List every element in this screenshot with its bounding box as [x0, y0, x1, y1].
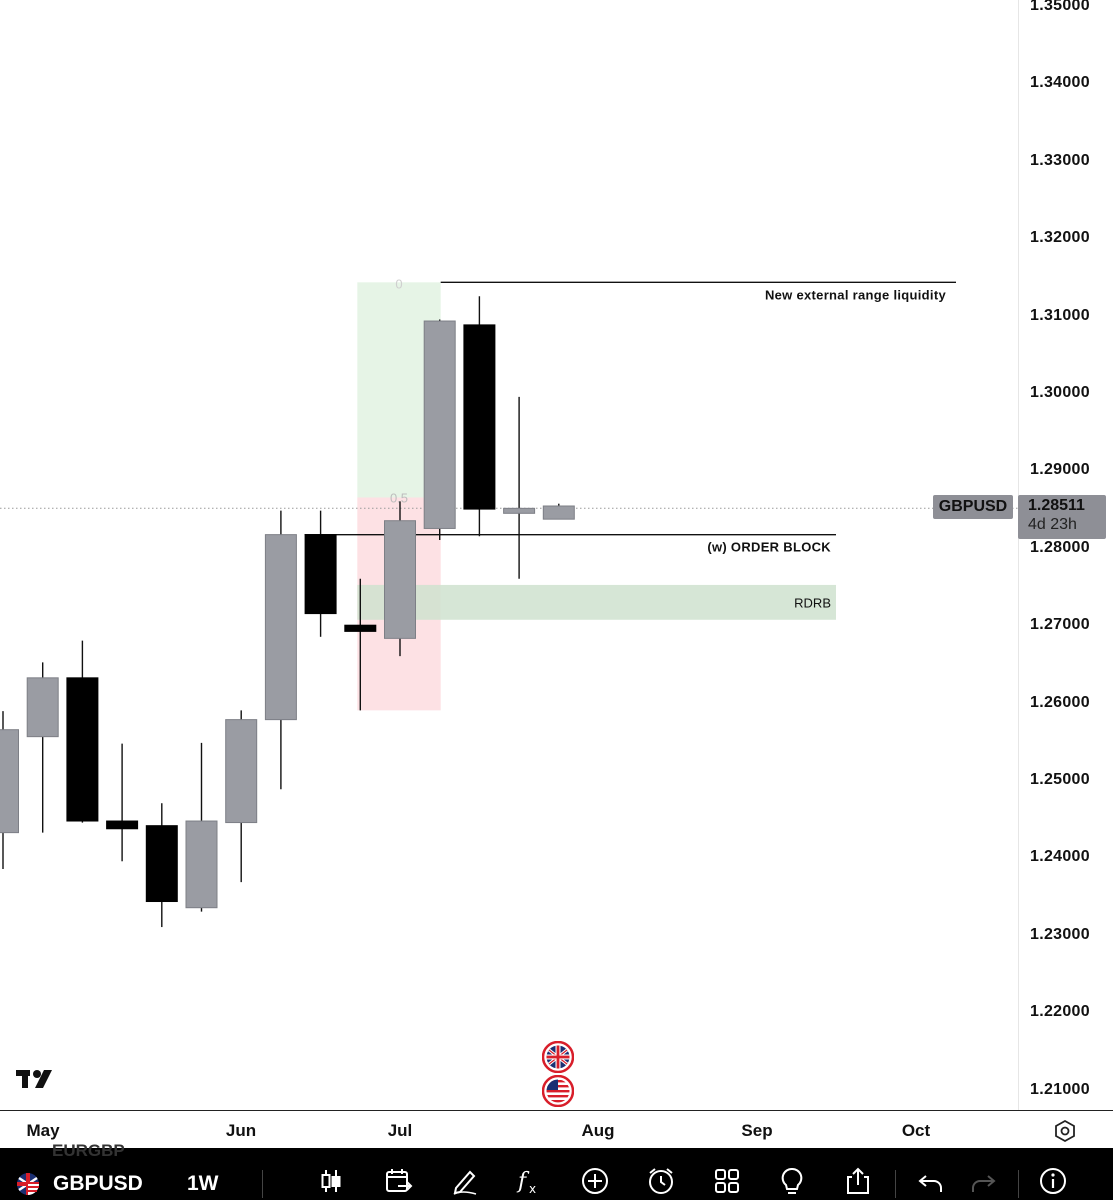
order-block-label: (w) ORDER BLOCK: [707, 540, 831, 555]
bar-countdown: 4d 23h: [1028, 516, 1077, 533]
liquidity-label: New external range liquidity: [765, 287, 947, 302]
redo-icon[interactable]: [968, 1166, 998, 1196]
month-label: Oct: [901, 1121, 931, 1140]
svg-text:f: f: [516, 1169, 530, 1194]
current-price-axis-tag: 1.28511 4d 23h: [1018, 495, 1106, 539]
ideas-bulb-icon[interactable]: [777, 1166, 807, 1196]
price-tick-label: 1.23000: [1030, 925, 1090, 943]
bear-candle: [344, 624, 377, 632]
price-tick-label: 1.32000: [1030, 229, 1090, 247]
price-tick-label: 1.28000: [1030, 538, 1090, 556]
price-tick-label: 1.24000: [1030, 848, 1090, 866]
interval-selector[interactable]: 1W: [187, 1172, 219, 1195]
chart-canvas[interactable]: 0 0.5 RDRB (w) ORDER BLOCK New external rang…: [0, 0, 1018, 1110]
rdrb-label: RDRB: [794, 595, 831, 610]
price-tick-label: 1.33000: [1030, 151, 1090, 169]
add-plus-icon[interactable]: [580, 1166, 610, 1196]
fib-level-label: 0: [395, 276, 402, 291]
bear-candle: [66, 677, 99, 822]
time-axis[interactable]: May Jun Jul Aug Sep Oct: [0, 1110, 1113, 1149]
indicators-fx-icon[interactable]: f x: [514, 1166, 544, 1196]
draw-pen-icon[interactable]: [450, 1166, 480, 1196]
toolbar-separator: [1018, 1170, 1019, 1198]
layout-grid-icon[interactable]: [712, 1166, 742, 1196]
previous-symbol-ghost: EURGBP: [52, 1141, 125, 1160]
bull-candle: [0, 729, 19, 834]
bear-candle: [463, 324, 496, 510]
price-tick-label: 1.22000: [1030, 1003, 1090, 1021]
price-tick-label: 1.25000: [1030, 771, 1090, 788]
price-tick-label: 1.31000: [1030, 306, 1090, 324]
axis-settings-icon[interactable]: [1052, 1118, 1078, 1144]
bear-candle: [145, 825, 178, 903]
share-icon[interactable]: [843, 1166, 873, 1196]
svg-text:x: x: [529, 1182, 536, 1196]
price-tick-label: 1.21000: [1030, 1080, 1090, 1098]
bull-candle: [384, 520, 416, 639]
bull-candle: [225, 719, 258, 824]
price-tick-label: 1.35000: [1030, 0, 1090, 14]
bear-candle: [106, 820, 139, 830]
tradingview-logo-icon: [16, 1070, 52, 1088]
us-flag-event-icon[interactable]: [542, 1075, 574, 1107]
month-label: Jul: [387, 1121, 413, 1140]
info-icon[interactable]: [1038, 1166, 1068, 1196]
price-tick-label: 1.30000: [1030, 384, 1090, 401]
bear-candle: [304, 534, 337, 615]
month-label: Jun: [225, 1121, 257, 1140]
symbol-price-tag: GBPUSD: [933, 495, 1013, 519]
alert-clock-icon[interactable]: [646, 1166, 676, 1196]
bull-candle: [264, 534, 297, 721]
toolbar-separator: [895, 1170, 896, 1198]
toolbar-separator: [262, 1170, 263, 1198]
current-price-value: 1.28511: [1028, 497, 1085, 514]
bull-candle: [185, 820, 218, 909]
fib-level-label: 0.5: [390, 490, 408, 505]
undo-icon[interactable]: [916, 1166, 946, 1196]
bull-candle: [503, 507, 536, 514]
month-label: Aug: [581, 1121, 615, 1140]
gbpusd-flag-icon: [17, 1173, 39, 1195]
calendar-replay-icon[interactable]: [384, 1166, 414, 1196]
price-tick-label: 1.26000: [1030, 693, 1090, 711]
month-label: Sep: [741, 1121, 773, 1140]
price-tick-label: 1.34000: [1030, 74, 1090, 92]
chart-svg[interactable]: 0 0.5 RDRB (w) ORDER BLOCK New external rang…: [0, 0, 1018, 1110]
price-axis[interactable]: 1.35000 1.34000 1.33000 1.32000 1.31000 1.300…: [1018, 0, 1113, 1110]
bottom-toolbar: EURGBP GBPUSD 1W f x: [0, 1141, 1113, 1200]
rdrb-zone: [357, 584, 836, 620]
month-label: May: [26, 1121, 60, 1140]
price-tick-label: 1.29000: [1030, 461, 1090, 479]
symbol-selector[interactable]: GBPUSD: [53, 1172, 143, 1195]
candles-icon[interactable]: [316, 1166, 346, 1196]
bull-candle: [26, 677, 59, 738]
price-tick-label: 1.27000: [1030, 616, 1090, 634]
bull-candle: [542, 505, 575, 520]
uk-flag-event-icon[interactable]: [542, 1041, 574, 1073]
bull-candle: [423, 320, 456, 529]
